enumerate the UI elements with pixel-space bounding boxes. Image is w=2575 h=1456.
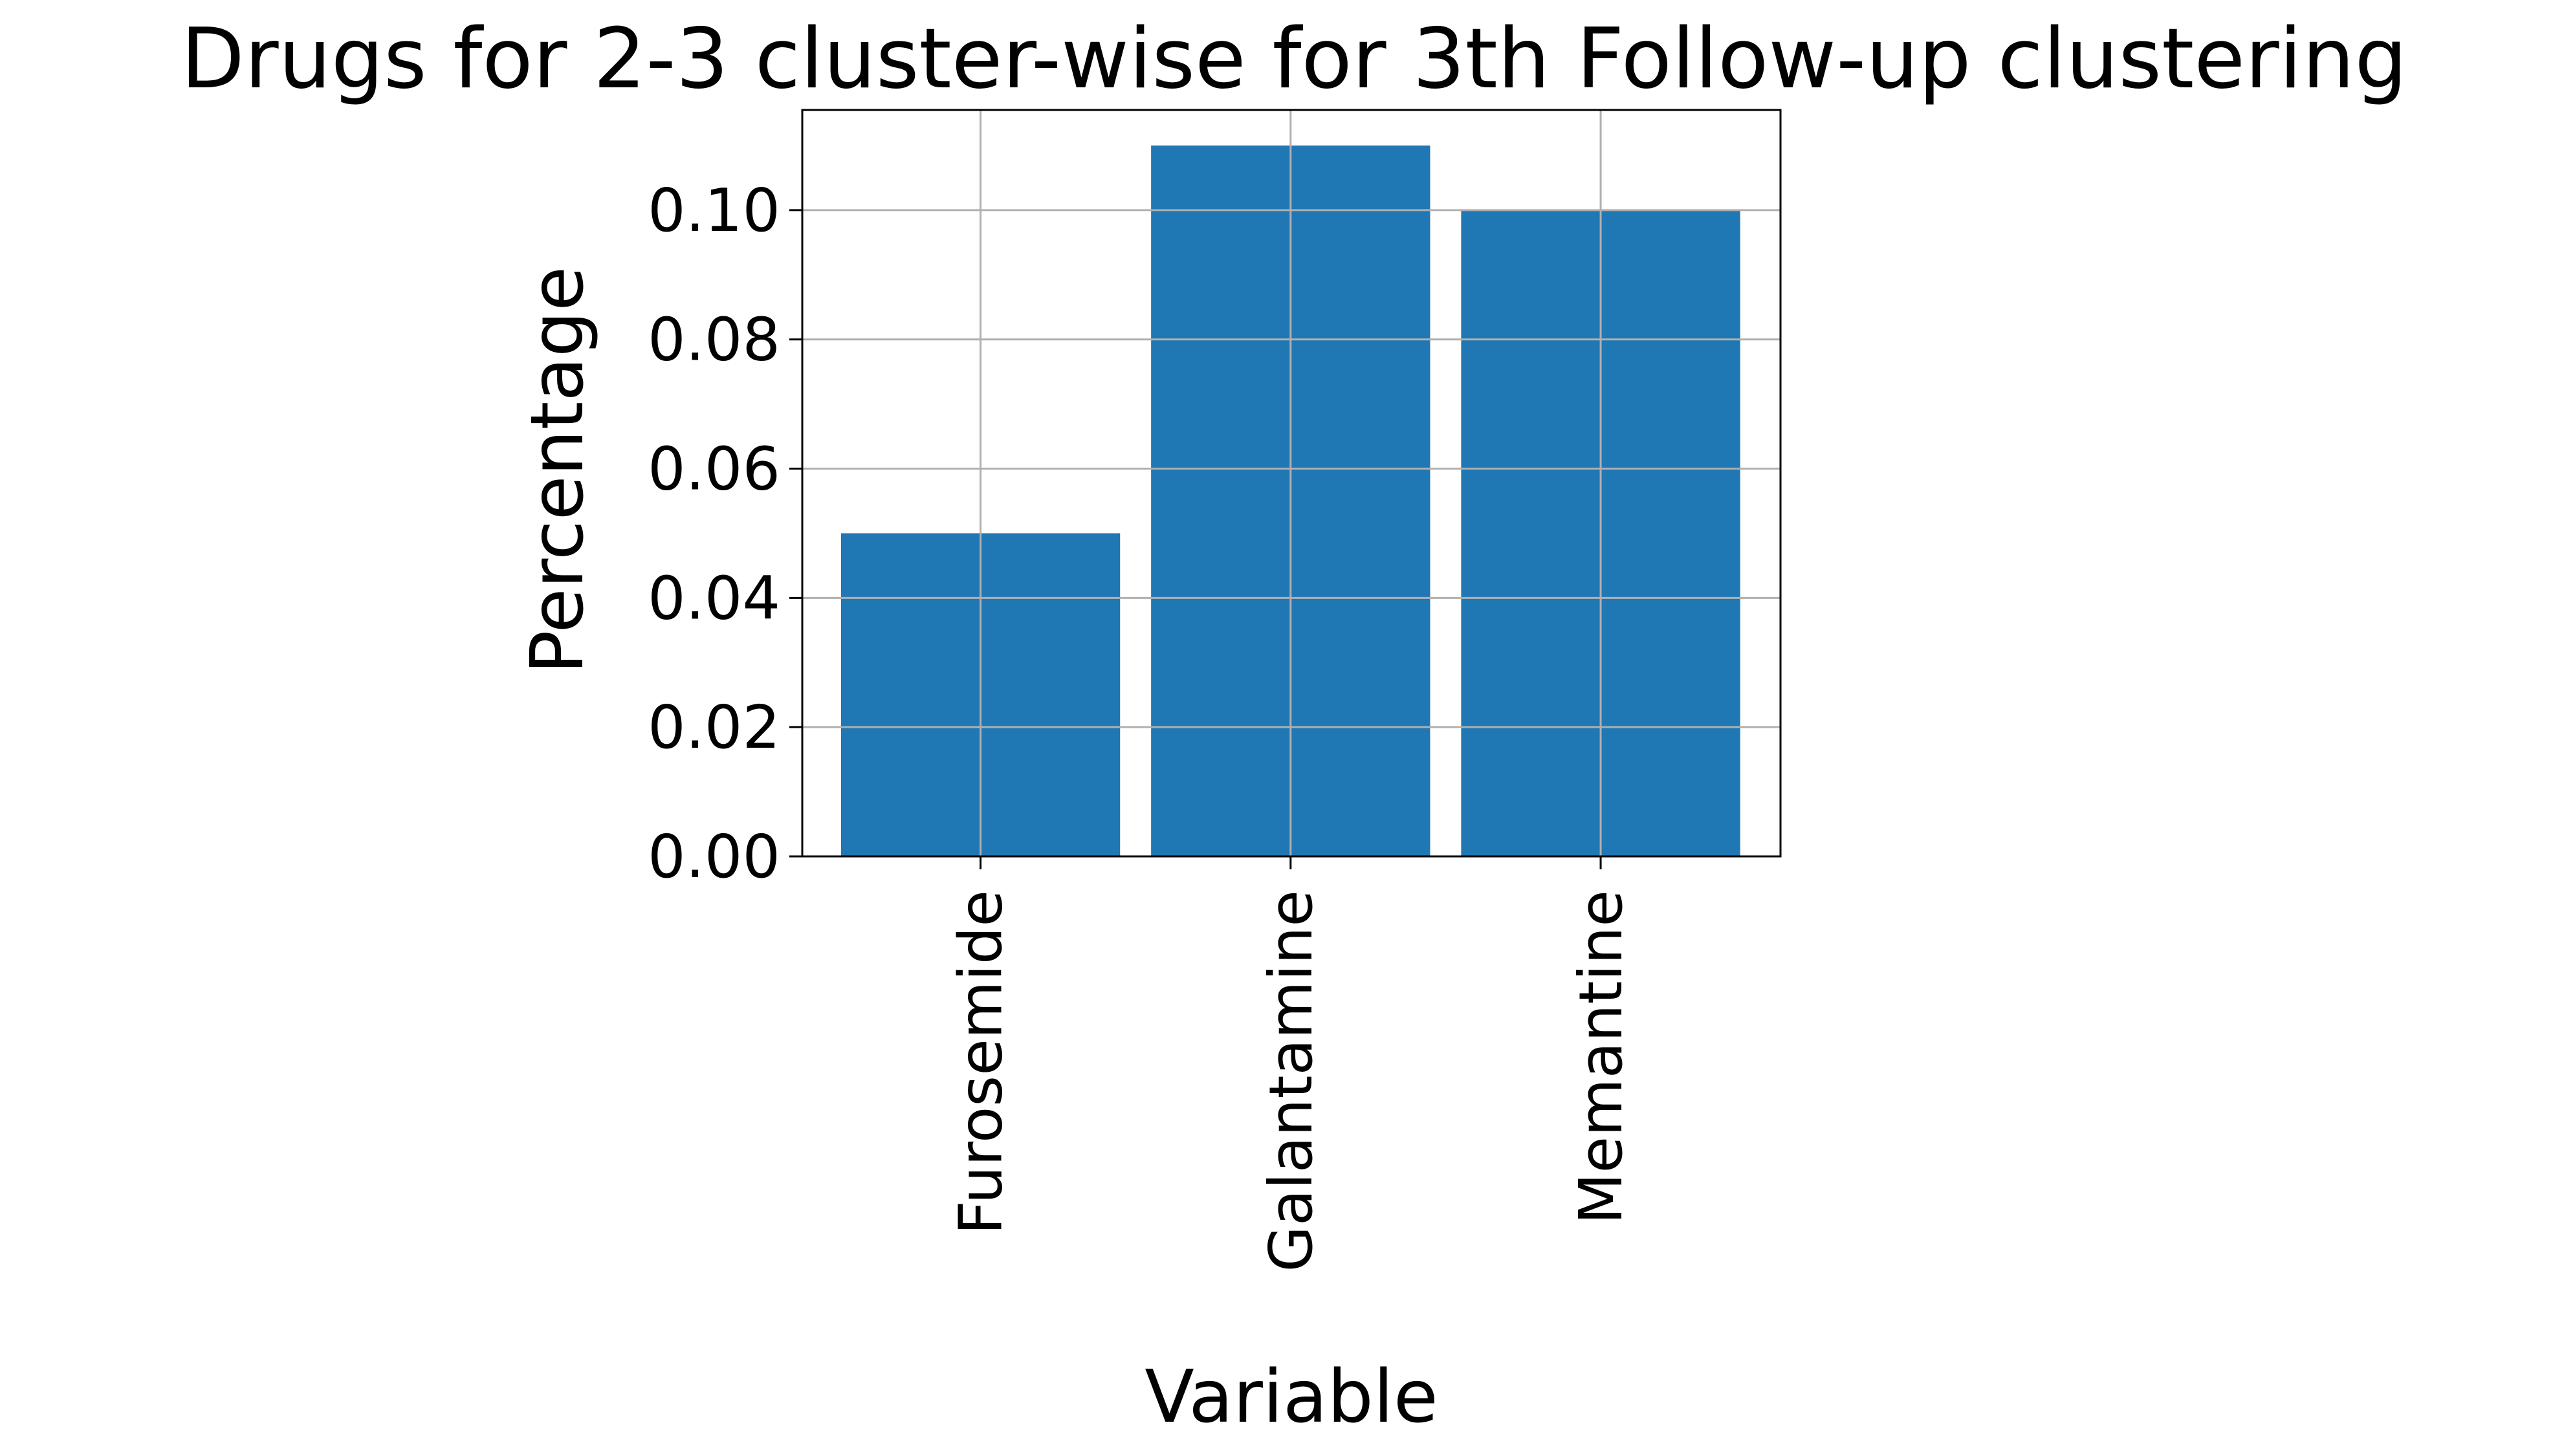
x-axis-label: Variable xyxy=(1145,1355,1438,1439)
y-axis-ticks: 0.00 0.02 0.04 0.06 0.08 0.10 xyxy=(648,176,802,891)
y-tick-label: 0.08 xyxy=(648,305,780,375)
x-tick-label: Furosemide xyxy=(947,890,1016,1235)
y-tick-label: 0.10 xyxy=(648,176,780,245)
x-tick-label: Memantine xyxy=(1566,890,1636,1224)
y-tick-label: 0.04 xyxy=(648,563,780,633)
chart-title: Drugs for 2-3 cluster-wise for 3th Follo… xyxy=(181,11,2407,107)
x-axis-ticks: Furosemide Galantamine Memantine xyxy=(947,856,1636,1272)
x-tick-label: Galantamine xyxy=(1256,890,1326,1272)
y-tick-label: 0.06 xyxy=(648,435,780,504)
y-tick-label: 0.00 xyxy=(648,822,780,891)
y-axis-label: Percentage xyxy=(516,266,600,674)
y-tick-label: 0.02 xyxy=(648,693,780,762)
